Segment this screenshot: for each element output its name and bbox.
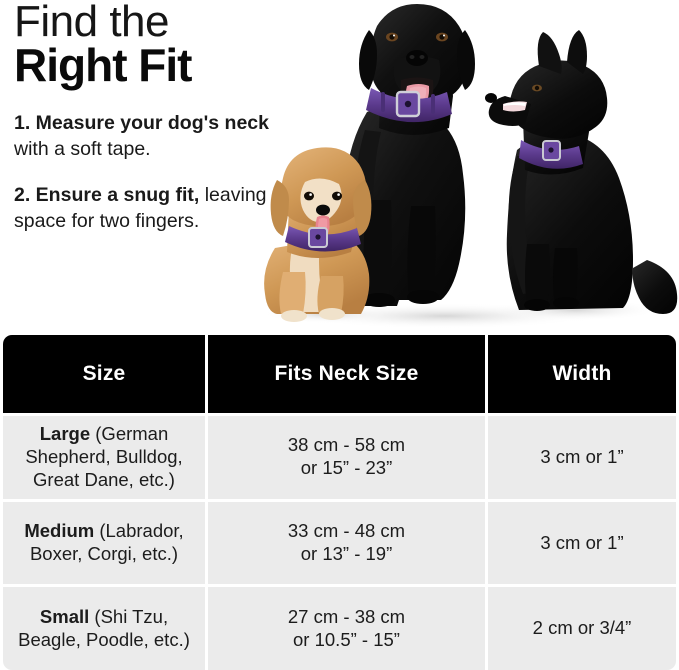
row-medium-size-bold: Medium <box>24 520 95 542</box>
row-small-neck: 27 cm - 38 cm or 10.5” - 15” <box>208 587 485 670</box>
table-row: Large (German Shepherd, Bulldog, Great D… <box>3 416 676 499</box>
row-medium-size-rest: (Labrador, Boxer, Corgi, etc.) <box>29 520 184 564</box>
copy-block: Find the Right Fit 1. Measure your dog's… <box>14 0 296 254</box>
table-header-fits-neck-size: Fits Neck Size <box>208 335 485 413</box>
headline-line-2: Right Fit <box>14 39 193 92</box>
table-row: Medium (Labrador, Boxer, Corgi, etc.) 33… <box>3 501 676 585</box>
instruction-item-1: 1. Measure your dog's neck with a soft t… <box>14 111 296 163</box>
purple-collar <box>519 140 583 169</box>
row-small-neck-cm: 27 cm - 38 cm <box>287 605 406 627</box>
row-large-width: 3 cm or 1” <box>488 416 676 499</box>
row-small-size: Small (Shi Tzu, Beagle, Poodle, etc.) <box>3 587 205 670</box>
row-medium-neck-in: or 13” - 19” <box>300 543 393 564</box>
instruction-1-rest: with a soft tape. <box>14 137 151 160</box>
row-large-size-rest: (German Shepherd, Bulldog, Great Dane, e… <box>25 422 183 490</box>
row-large-size: Large (German Shepherd, Bulldog, Great D… <box>3 416 205 499</box>
dog-eye <box>304 191 314 201</box>
row-small-size-rest: (Shi Tzu, Beagle, Poodle, etc.) <box>18 605 190 650</box>
medium-dog-black-shepherd <box>485 30 678 314</box>
row-medium-width: 3 cm or 1” <box>488 501 676 585</box>
purple-collar <box>366 88 452 123</box>
size-chart-table: Size Fits Neck Size Width Large (German … <box>3 335 676 670</box>
dogs-photo <box>255 0 679 332</box>
dog-nose <box>485 93 497 103</box>
hero-section: Find the Right Fit 1. Measure your dog's… <box>0 0 679 332</box>
row-small-size-bold: Small <box>39 605 90 627</box>
instruction-2-bold: 2. Ensure a snug fit, <box>14 183 200 206</box>
row-large-neck-in: or 15” - 23” <box>300 457 393 479</box>
table-header-row: Size Fits Neck Size Width <box>3 335 676 413</box>
instruction-2-rest: leaving space for two fingers. <box>14 183 267 232</box>
instruction-1-bold: 1. Measure your dog's neck <box>14 111 269 134</box>
row-large-size-bold: Large <box>39 422 91 444</box>
small-dog-shih-tzu <box>264 147 372 322</box>
dog-eye <box>332 191 342 201</box>
table-header-width: Width <box>488 335 676 413</box>
dog-nose <box>316 204 330 216</box>
dog-nose <box>406 50 428 66</box>
row-medium-neck-cm: 33 cm - 48 cm <box>287 520 406 542</box>
instruction-item-2: 2. Ensure a snug fit, leaving space for … <box>14 183 296 235</box>
headline-line-1: Find the <box>14 0 169 46</box>
purple-collar <box>285 226 361 252</box>
row-large-neck-cm: 38 cm - 58 cm <box>287 434 406 456</box>
row-small-neck-in: or 10.5” - 15” <box>293 628 400 650</box>
table-row: Small (Shi Tzu, Beagle, Poodle, etc.) 27… <box>3 587 676 670</box>
row-large-neck: 38 cm - 58 cm or 15” - 23” <box>208 416 485 499</box>
row-medium-neck: 33 cm - 48 cm or 13” - 19” <box>208 501 485 585</box>
row-small-width: 2 cm or 3/4” <box>488 587 676 670</box>
row-medium-size: Medium (Labrador, Boxer, Corgi, etc.) <box>3 501 205 585</box>
table-header-size: Size <box>3 335 205 413</box>
page-title: Find the Right Fit <box>14 0 296 92</box>
